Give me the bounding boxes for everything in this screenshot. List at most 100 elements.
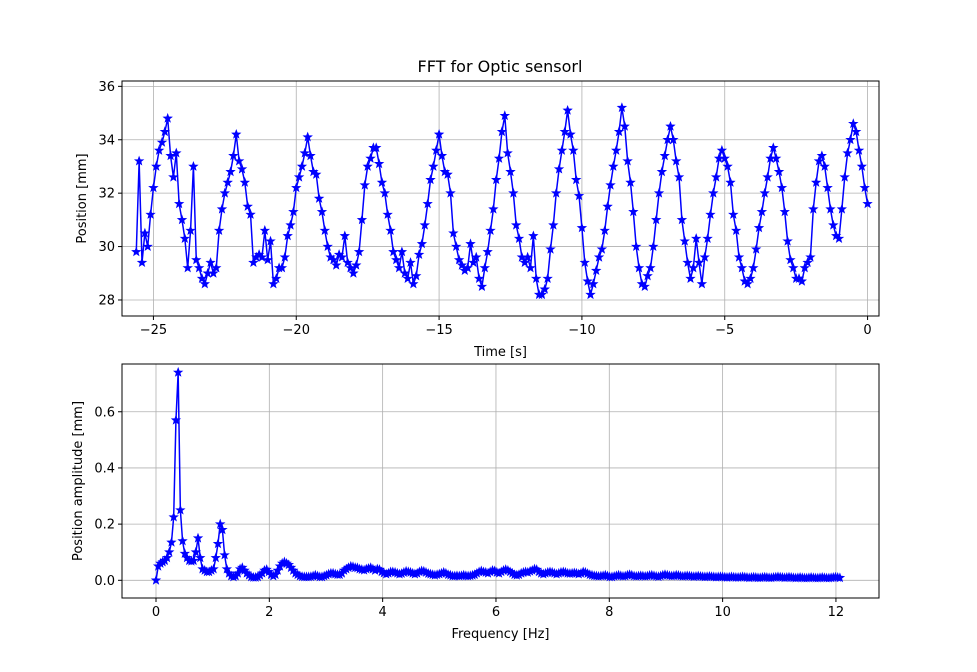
data-point — [785, 254, 796, 265]
data-point — [262, 254, 273, 265]
series-lines — [131, 102, 873, 300]
data-point — [196, 273, 208, 284]
data-point — [356, 214, 368, 225]
data-point — [522, 251, 533, 262]
data-point — [582, 275, 593, 286]
data-point — [236, 163, 248, 174]
data-point — [505, 166, 516, 177]
data-point — [588, 278, 599, 289]
data-point — [133, 155, 145, 166]
data-point — [339, 230, 350, 241]
data-point — [151, 161, 162, 171]
data-point — [485, 225, 496, 235]
data-point — [813, 155, 825, 166]
data-point — [782, 235, 793, 246]
data-point — [265, 235, 276, 246]
data-point — [633, 262, 645, 273]
y-axis-ticks: 28 30 32 34 36 — [98, 80, 122, 308]
data-point — [291, 182, 302, 193]
data-point — [173, 198, 185, 209]
data-point — [682, 257, 693, 268]
data-point — [153, 144, 165, 155]
data-point — [708, 187, 719, 198]
data-point — [742, 278, 753, 289]
y-tick-label: 0.2 — [94, 518, 115, 533]
y-tick-label: 0.4 — [94, 461, 115, 476]
data-point — [665, 120, 676, 131]
data-point — [399, 267, 411, 278]
y-tick-label: 0.6 — [94, 405, 115, 420]
data-point — [188, 555, 199, 566]
data-point — [630, 241, 642, 252]
data-point — [299, 147, 310, 158]
data-point — [365, 152, 376, 163]
data-point — [834, 572, 846, 583]
data-point — [445, 187, 456, 198]
data-point — [172, 366, 184, 377]
data-point — [779, 206, 790, 217]
data-point — [405, 257, 416, 268]
data-point — [279, 251, 291, 262]
data-point — [616, 102, 628, 113]
data-point — [625, 177, 636, 187]
x-axis-label: Frequency [Hz] — [451, 627, 549, 642]
data-point — [508, 187, 519, 198]
data-point — [192, 532, 204, 543]
x-tick-label: 8 — [605, 605, 613, 620]
data-point — [225, 166, 236, 177]
x-tick-label: −15 — [425, 323, 452, 338]
x-tick-label: 12 — [828, 605, 845, 620]
data-point — [816, 150, 827, 161]
data-point — [645, 262, 656, 273]
data-point — [691, 233, 702, 244]
data-point — [768, 142, 779, 153]
data-point — [388, 246, 399, 257]
data-point — [362, 161, 373, 171]
x-tick-label: −10 — [568, 323, 595, 338]
x-tick-label: 0 — [863, 323, 871, 338]
data-point — [402, 273, 413, 284]
data-point — [221, 563, 232, 574]
data-point — [605, 179, 616, 190]
data-point — [348, 267, 359, 278]
data-point — [570, 174, 582, 185]
data-point — [313, 193, 325, 203]
data-point — [359, 179, 371, 190]
data-point — [476, 281, 488, 291]
time-series-plot: FFT for Optic sensorl −25 −20 −15 −10 −5 0 28… — [75, 57, 880, 360]
data-point — [351, 259, 362, 270]
data-point — [193, 262, 205, 273]
data-point — [305, 150, 316, 161]
data-point — [271, 273, 282, 284]
data-point — [642, 270, 653, 281]
data-point — [165, 150, 176, 161]
data-point — [276, 262, 288, 273]
data-point — [425, 174, 436, 185]
data-point — [456, 259, 468, 270]
data-point — [753, 222, 765, 233]
data-point — [673, 171, 685, 182]
grid-lines — [122, 364, 879, 598]
data-point — [745, 273, 756, 284]
data-point — [705, 209, 716, 219]
data-point — [550, 187, 562, 198]
frequency-spectrum-plot: 0 2 4 6 8 10 12 0.0 0.2 0.4 0.6 Frequency [Hz] Po… — [71, 363, 880, 642]
data-point — [559, 126, 570, 137]
data-point — [493, 152, 505, 163]
data-point — [590, 265, 602, 276]
data-point — [513, 233, 525, 244]
data-point — [328, 254, 339, 265]
data-point — [242, 201, 253, 211]
data-point — [177, 535, 188, 546]
data-point — [536, 289, 548, 300]
data-point — [839, 171, 850, 182]
data-point — [285, 219, 296, 230]
x-tick-label: −25 — [140, 323, 167, 338]
data-point — [345, 262, 356, 273]
data-point — [676, 214, 688, 225]
data-point — [245, 209, 256, 219]
data-point — [391, 254, 402, 265]
data-point — [556, 144, 568, 155]
data-point — [596, 243, 608, 254]
x-tick-label: 2 — [265, 605, 273, 620]
